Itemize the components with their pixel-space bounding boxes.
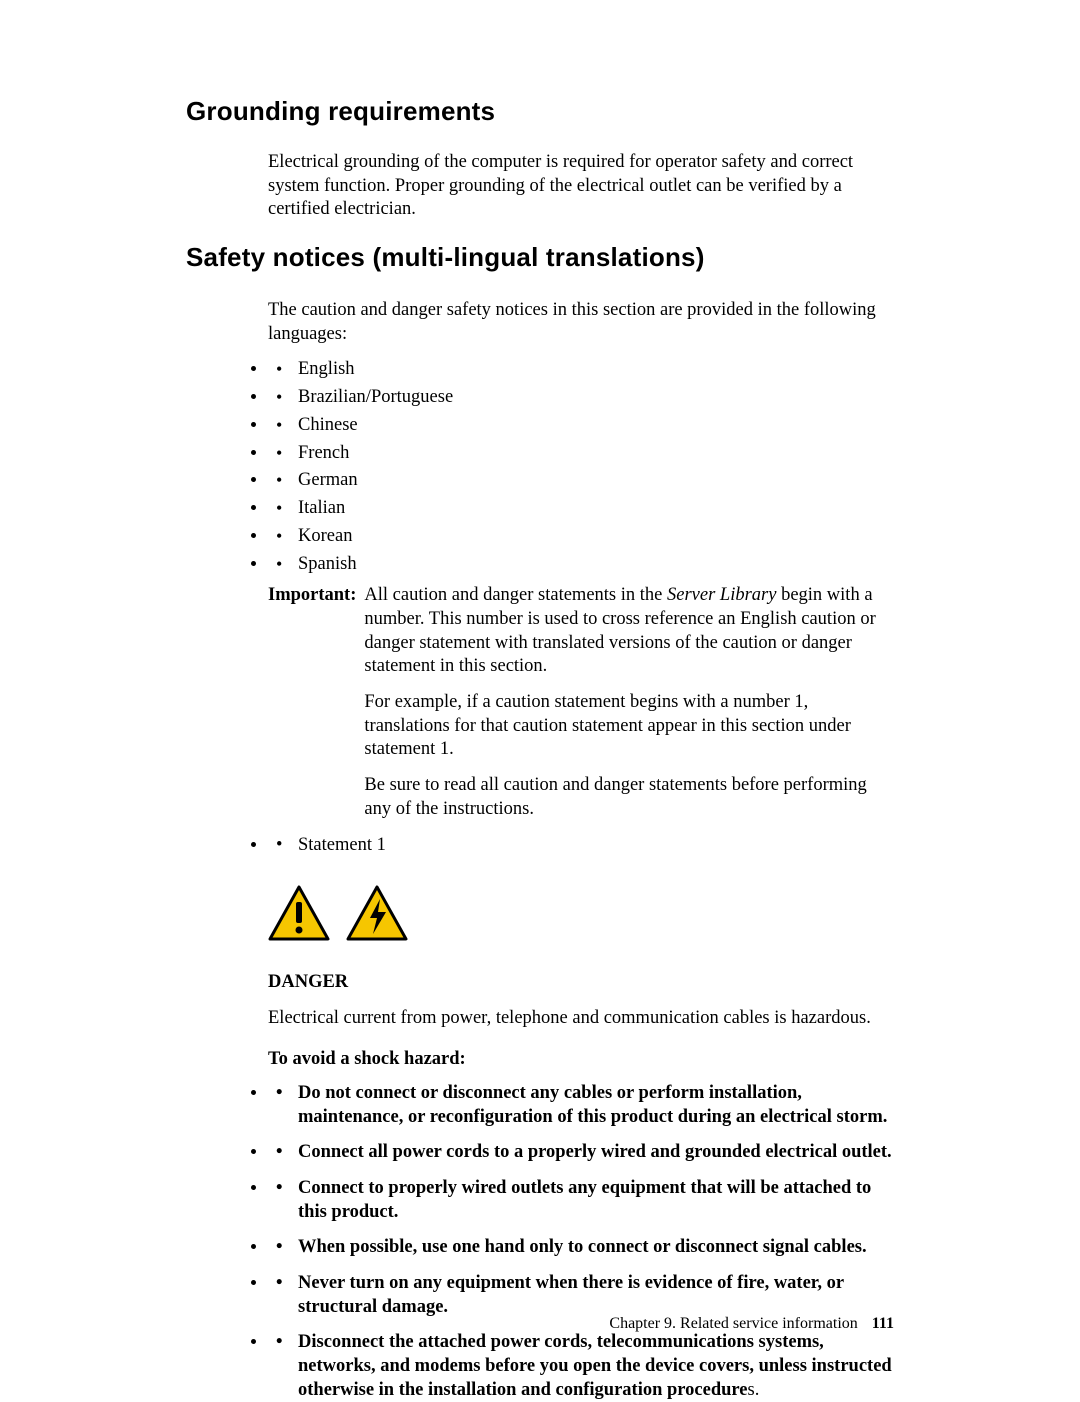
shock-heading: To avoid a shock hazard:: [268, 1049, 894, 1070]
page-footer: Chapter 9. Related service information 1…: [609, 1315, 894, 1333]
list-item: Italian: [268, 495, 894, 523]
list-item-last: Disconnect the attached power cords, tel…: [268, 1331, 894, 1402]
important-p1-em: Server Library: [667, 585, 776, 605]
warning-icons: [268, 885, 894, 946]
list-item: French: [268, 440, 894, 468]
list-item: Connect to properly wired outlets any eq…: [268, 1177, 894, 1224]
list-item: German: [268, 467, 894, 495]
important-label: Important:: [268, 584, 356, 821]
warning-exclamation-icon: [268, 885, 330, 946]
safety-intro: The caution and danger safety notices in…: [268, 299, 894, 346]
list-item: Korean: [268, 523, 894, 551]
important-block: Important: All caution and danger statem…: [268, 584, 894, 821]
list-item-last-bold: Disconnect the attached power cords, tel…: [298, 1332, 892, 1399]
list-item: Spanish: [268, 551, 894, 579]
heading-safety: Safety notices (multi-lingual translatio…: [186, 242, 894, 273]
shock-list: Do not connect or disconnect any cables …: [268, 1082, 894, 1402]
important-p1: All caution and danger statements in the…: [364, 584, 894, 679]
list-item: Brazilian/Portuguese: [268, 384, 894, 412]
warning-electrical-icon: [346, 885, 408, 946]
heading-grounding: Grounding requirements: [186, 96, 894, 127]
grounding-body: Electrical grounding of the computer is …: [268, 151, 894, 222]
page: Grounding requirements Electrical ground…: [0, 0, 1080, 1397]
important-body: All caution and danger statements in the…: [364, 584, 894, 821]
list-item: Do not connect or disconnect any cables …: [268, 1082, 894, 1129]
danger-para: Electrical current from power, telephone…: [268, 1007, 894, 1031]
footer-page-number: 111: [872, 1315, 894, 1332]
danger-heading: DANGER: [268, 972, 894, 993]
important-p3: Be sure to read all caution and danger s…: [364, 774, 894, 821]
important-p1-pre: All caution and danger statements in the: [364, 585, 667, 605]
list-item: Connect all power cords to a properly wi…: [268, 1141, 894, 1165]
footer-chapter: Chapter 9. Related service information: [609, 1315, 857, 1332]
list-item: When possible, use one hand only to conn…: [268, 1236, 894, 1260]
list-item: Chinese: [268, 412, 894, 440]
important-p2: For example, if a caution statement begi…: [364, 691, 894, 762]
language-list: English Brazilian/Portuguese Chinese Fre…: [268, 356, 894, 578]
list-item: Statement 1: [268, 833, 894, 859]
statement-list: Statement 1: [268, 833, 894, 859]
list-item: English: [268, 356, 894, 384]
list-item: Never turn on any equipment when there i…: [268, 1272, 894, 1319]
